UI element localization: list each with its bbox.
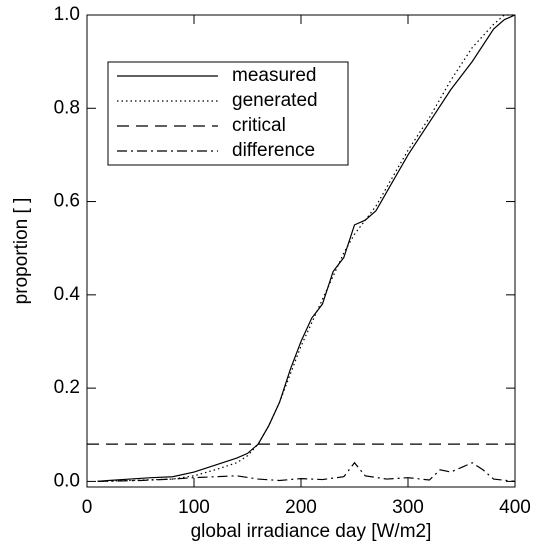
legend-label: measured	[232, 65, 317, 86]
y-tick-label: 0.8	[54, 97, 80, 118]
y-axis-label: proportion [ ]	[11, 198, 32, 305]
legend-box	[107, 61, 349, 166]
y-tick-label: 0.6	[54, 191, 80, 212]
y-tick-label: 0.0	[54, 470, 80, 491]
x-tick-label: 200	[285, 497, 317, 518]
series-line	[97, 461, 516, 483]
x-axis-label: global irradiance day [W/m2]	[191, 521, 432, 542]
x-tick-label: 100	[178, 497, 210, 518]
legend-label: critical	[232, 115, 286, 136]
x-tick-label: 300	[392, 497, 424, 518]
y-tick-label: 0.4	[54, 284, 81, 305]
y-tick-label: 0.2	[54, 377, 80, 398]
x-tick-label: 0	[82, 497, 93, 518]
y-tick-label: 1.0	[54, 4, 80, 25]
x-tick-label: 400	[499, 497, 531, 518]
legend-label: generated	[232, 90, 318, 111]
legend-label: difference	[232, 140, 315, 161]
